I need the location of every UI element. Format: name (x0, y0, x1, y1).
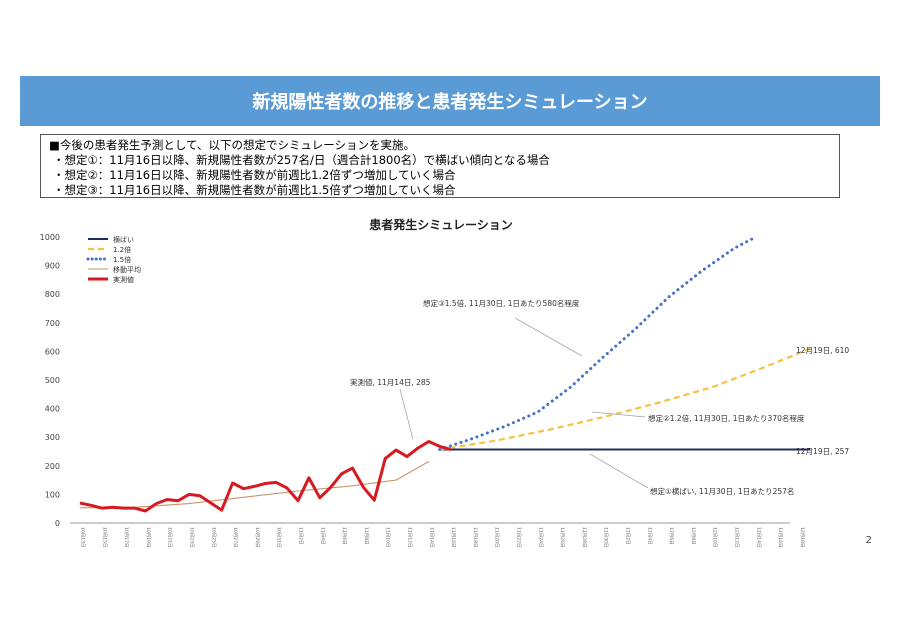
x-tick-label: 11月10日 (385, 527, 391, 547)
chart-series (79, 235, 811, 513)
legend-label: 1.2倍 (113, 245, 131, 254)
x-tick-label: 11月30日 (603, 527, 609, 547)
annotation-label-5: 12月19日, 257 (796, 447, 849, 456)
annotation-leader (399, 388, 414, 440)
legend-label: 1.5倍 (113, 255, 131, 264)
x-tick-label: 11月12日 (407, 527, 413, 547)
title-banner: 新規陽性者数の推移と患者発生シミュレーション (20, 76, 880, 126)
x-tick-label: 10月19日 (145, 527, 151, 547)
y-tick-label: 200 (45, 462, 60, 471)
assumptions-box: ■今後の患者発生予測として、以下の想定でシミュレーションを実施。 ・想定①：11… (40, 134, 840, 198)
x-tick-label: 12月14日 (755, 527, 761, 547)
chart-axes: 0 100 200 300 400 500 600 700 800 900 1000 10月13日 10… (40, 233, 805, 547)
annotation-leader (514, 317, 583, 357)
x-tick-label: 10月23日 (189, 527, 195, 547)
annotation-label-1: 想定③1.5倍, 11月30日, 1日あたり580名程度 (423, 298, 580, 308)
x-tick-label: 10月29日 (254, 527, 260, 547)
x-tick-label: 10月13日 (80, 527, 86, 547)
annotation-leader (591, 411, 646, 418)
assumption-1: ・想定①：11月16日以降、新規陽性者数が257名/日（週合計1800名）で横ば… (53, 153, 550, 167)
x-tick-label: 12月2日 (625, 527, 631, 545)
legend-label: 実測値 (113, 275, 134, 284)
x-tick-label: 10月15日 (101, 527, 107, 547)
annotation-label-4: 12月19日, 610 (796, 346, 849, 355)
y-tick-label: 600 (45, 347, 60, 356)
series-line-1 (439, 347, 811, 451)
x-tick-label: 11月4日 (319, 527, 325, 545)
x-tick-label: 10月25日 (210, 527, 216, 547)
y-tick-label: 700 (45, 319, 60, 328)
y-tick-label: 400 (45, 405, 60, 414)
annotation-leader (589, 453, 649, 489)
x-tick-label: 11月26日 (559, 527, 565, 547)
series-line-2 (438, 235, 758, 451)
y-tick-label: 0 (55, 519, 60, 528)
y-tick-label: 500 (45, 376, 60, 385)
page-number: 2 (865, 535, 872, 546)
chart-annotations: 実測値, 11月14日, 285 想定③1.5倍, 11月30日, 1日あたり58… (350, 298, 849, 496)
x-tick-label: 10月27日 (232, 527, 238, 547)
annotation-label-0: 実測値, 11月14日, 285 (350, 377, 431, 387)
y-tick-label: 300 (45, 433, 60, 442)
x-tick-label: 11月8日 (363, 527, 369, 545)
x-tick-label: 11月2日 (298, 527, 304, 545)
series-line-4 (79, 440, 452, 513)
legend-label: 移動平均 (113, 265, 141, 274)
x-tick-label: 11月24日 (537, 527, 543, 547)
x-tick-label: 12月10日 (712, 527, 718, 547)
assumption-intro: ■今後の患者発生予測として、以下の想定でシミュレーションを実施。 (49, 138, 415, 152)
x-tick-label: 12月16日 (777, 527, 783, 547)
simulation-chart: 患者発生シミュレーション 0 100 200 300 400 500 600 700 800 90… (40, 217, 850, 547)
y-tick-label: 100 (45, 490, 60, 499)
x-tick-label: 12月12日 (734, 527, 740, 547)
annotation-label-2: 想定②1.2倍, 11月30日, 1日あたり370名程度 (648, 413, 805, 423)
x-tick-label: 11月20日 (494, 527, 500, 547)
slide-title: 新規陽性者数の推移と患者発生シミュレーション (252, 92, 648, 113)
x-tick-label: 12月18日 (799, 527, 805, 547)
x-tick-label: 11月6日 (341, 527, 347, 545)
series-line-3 (79, 461, 430, 509)
x-tick-label: 12月6日 (668, 527, 674, 545)
x-tick-label: 10月21日 (167, 527, 173, 547)
y-tick-label: 1000 (40, 233, 60, 242)
x-tick-label: 11月18日 (472, 527, 478, 547)
x-tick-label: 11月16日 (450, 527, 456, 547)
y-tick-label: 900 (45, 262, 60, 271)
x-tick-label: 11月14日 (428, 527, 434, 547)
x-tick-label: 12月8日 (690, 527, 696, 545)
y-tick-label: 800 (45, 290, 60, 299)
assumption-3: ・想定③：11月16日以降、新規陽性者数が前週比1.5倍ずつ増加していく場合 (53, 183, 456, 197)
x-tick-label: 12月4日 (646, 527, 652, 545)
assumption-2: ・想定②：11月16日以降、新規陽性者数が前週比1.2倍ずつ増加していく場合 (53, 168, 456, 182)
x-tick-label: 11月28日 (581, 527, 587, 547)
annotation-label-3: 想定①横ばい, 11月30日, 1日あたり257名 (650, 486, 794, 496)
x-tick-label: 11月22日 (516, 527, 522, 547)
x-tick-label: 10月31日 (276, 527, 282, 547)
x-tick-label: 10月17日 (123, 527, 129, 547)
chart-title: 患者発生シミュレーション (369, 217, 513, 232)
legend-label: 横ばい (113, 235, 134, 244)
